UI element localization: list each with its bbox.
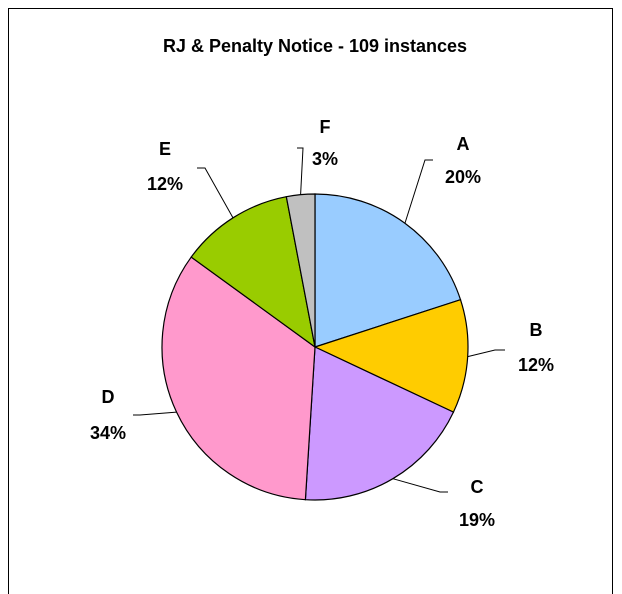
leader-line <box>404 159 433 224</box>
slice-value-label: 12% <box>147 174 183 194</box>
slice-label: C <box>471 477 484 497</box>
pie-slice <box>314 193 462 348</box>
slice-label: A <box>457 134 470 154</box>
chart-frame <box>8 8 613 594</box>
slice-label: B <box>530 320 543 340</box>
slice-label: D <box>102 387 115 407</box>
slice-value-label: 12% <box>518 355 554 375</box>
slice-value-label: 3% <box>312 149 338 169</box>
leader-line <box>133 411 177 416</box>
leader-line <box>197 167 234 219</box>
chart-title: RJ & Penalty Notice - 109 instances <box>163 36 467 56</box>
slice-value-label: 20% <box>445 167 481 187</box>
slice-label: E <box>159 139 171 159</box>
leader-line <box>467 349 505 358</box>
leader-line <box>297 147 304 195</box>
leader-line <box>392 478 448 493</box>
slice-value-label: 19% <box>459 510 495 530</box>
slice-label: F <box>320 117 331 137</box>
slice-value-label: 34% <box>90 423 126 443</box>
